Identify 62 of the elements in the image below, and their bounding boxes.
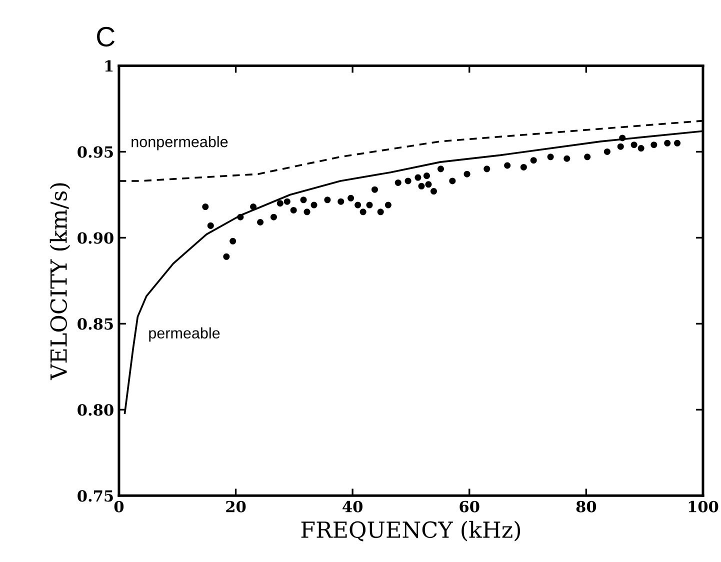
point [207,222,214,229]
x-tick-label: 20 [226,500,246,512]
annotation: nonpermeable [132,136,228,150]
y-tick-label: 0.85 [78,318,113,330]
point [414,174,422,181]
point [366,202,373,208]
y-tick-label: 0.75 [78,490,113,502]
chart-title: C [97,26,115,47]
point [449,178,456,184]
point [564,155,570,162]
point [324,196,331,204]
point [354,202,362,208]
point [338,198,344,205]
y-tick-label: 1 [105,60,113,72]
point [423,172,430,180]
point [270,214,277,220]
x-tick-label: 40 [342,500,362,512]
annotation: permeable [149,327,220,342]
point [360,208,366,216]
point [674,140,681,146]
point [638,145,644,152]
point [257,218,264,226]
point [394,179,402,186]
point [604,148,610,155]
point [290,206,297,214]
point [418,182,425,190]
y-tick-label: 0.80 [78,404,114,416]
point [520,164,527,170]
point [504,162,511,169]
point [348,194,354,202]
point [547,154,554,160]
x-axis-title: FREQUENCY (kHz) [301,520,520,542]
point [230,238,236,244]
y-tick-label: 0.90 [78,232,114,244]
point [284,198,290,205]
point [617,143,624,150]
point [630,142,638,148]
point [484,166,490,172]
x-tick-label: 0 [114,500,124,512]
point [310,202,318,208]
point [430,188,438,195]
point [530,157,537,164]
point [664,140,671,146]
point [202,204,209,210]
point [377,208,384,216]
point [372,186,378,193]
y-axis-title: VELOCITY (km/s) [50,183,70,380]
point [304,208,310,216]
point [276,200,284,207]
point [464,170,470,178]
y-tick-label: 0.95 [78,146,113,158]
point [300,196,307,204]
x-tick-label: 80 [576,500,596,512]
point [384,202,392,208]
point [584,154,591,160]
x-tick-label: 60 [460,500,480,512]
point [437,166,444,172]
point [650,142,658,148]
point [223,253,230,260]
point [425,181,432,188]
point [404,178,412,184]
x-tick-label: 100 [688,500,718,512]
